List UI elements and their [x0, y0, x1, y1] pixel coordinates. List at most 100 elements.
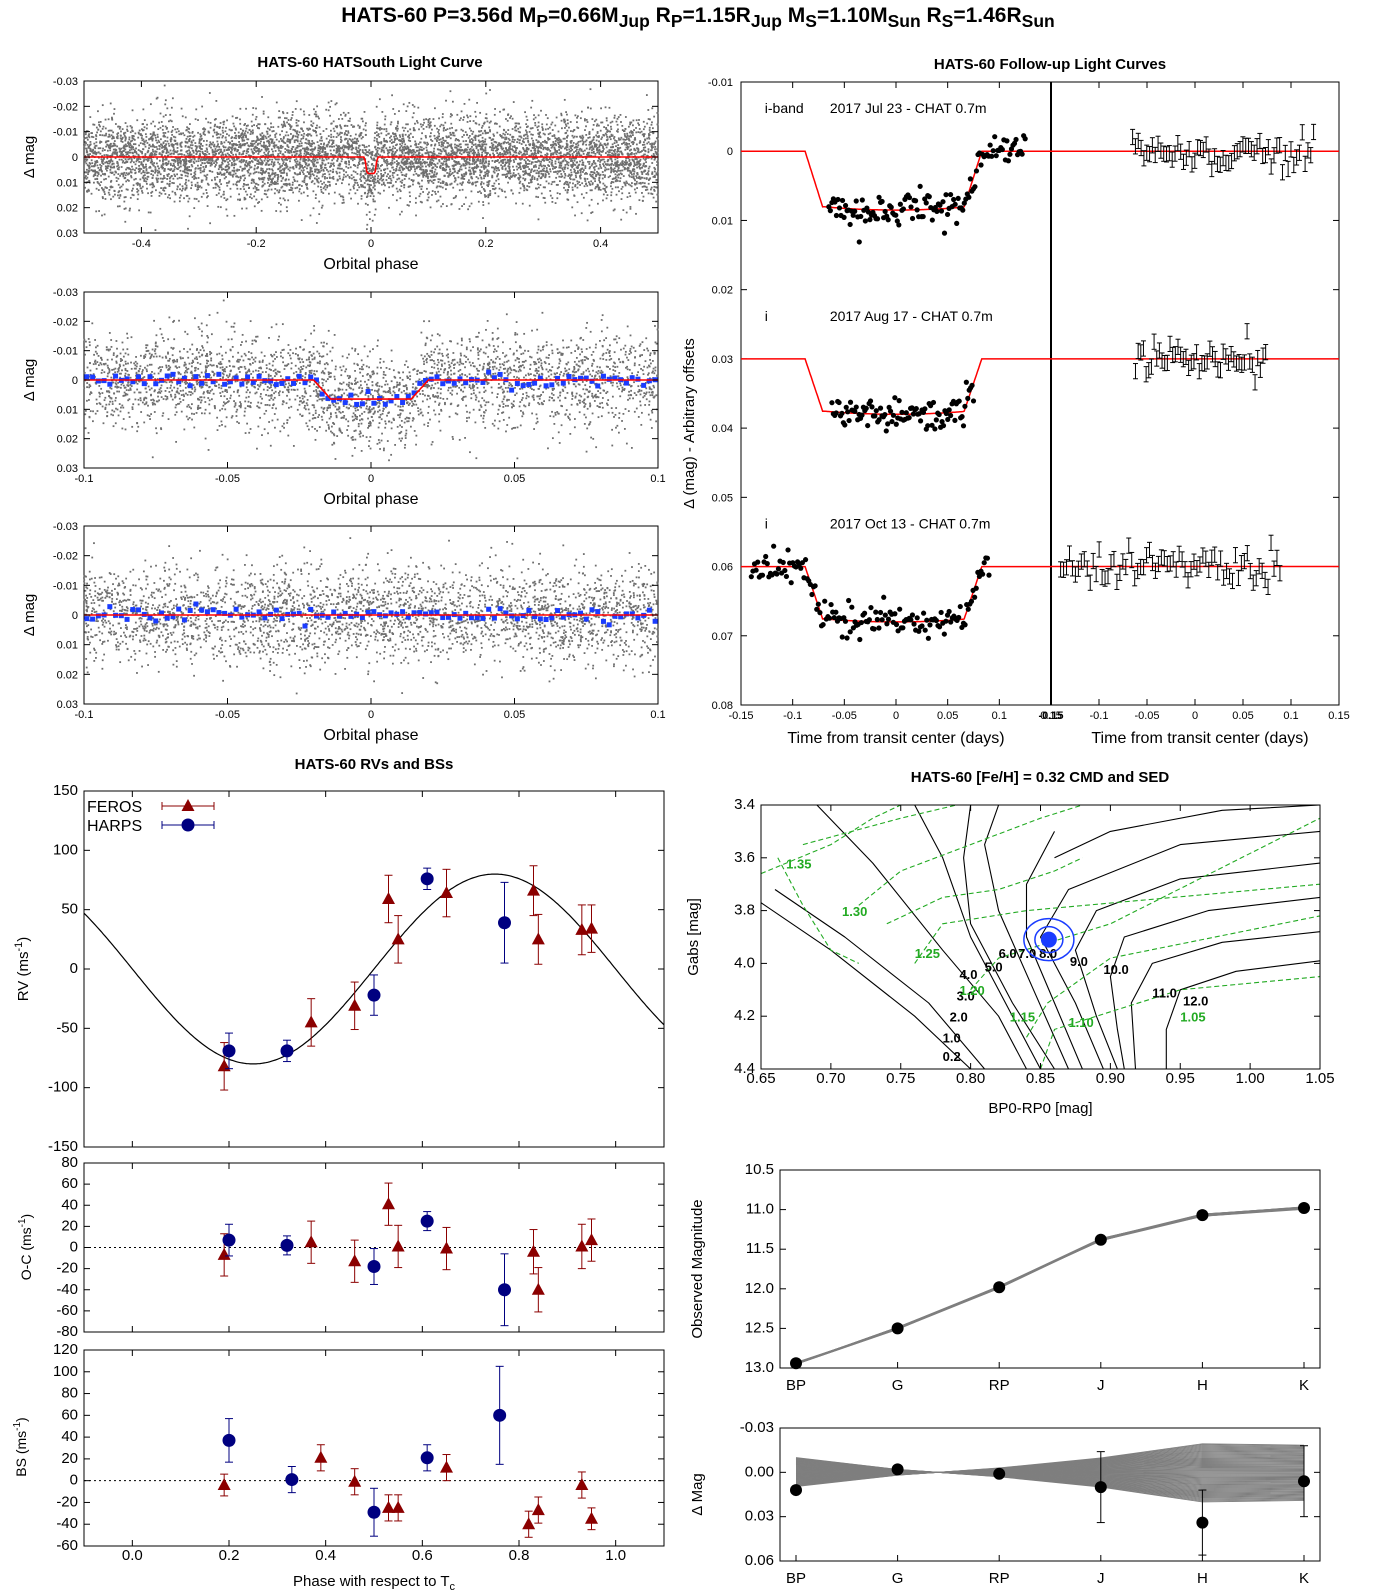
raw-point [373, 180, 376, 183]
raw-point [447, 135, 450, 138]
raw-point [236, 116, 239, 119]
raw-point [320, 137, 323, 140]
raw-point [618, 153, 620, 156]
raw-point [433, 171, 436, 173]
raw-point [287, 134, 290, 137]
raw-point [584, 119, 586, 122]
raw-point [109, 180, 112, 183]
raw-point [515, 202, 517, 205]
raw-point [134, 163, 137, 166]
raw-point [630, 148, 632, 151]
raw-point [143, 167, 145, 169]
raw-point [525, 188, 528, 191]
raw-point [509, 142, 512, 145]
raw-point [391, 161, 393, 164]
raw-point [445, 166, 448, 168]
raw-point [576, 154, 579, 157]
raw-point [585, 183, 587, 185]
raw-point [129, 151, 132, 154]
raw-point [337, 150, 339, 153]
raw-point [124, 158, 127, 161]
raw-point [258, 201, 261, 203]
raw-point [629, 153, 632, 156]
raw-point [135, 182, 138, 185]
raw-point [579, 135, 581, 138]
raw-point [398, 139, 400, 142]
raw-point [599, 163, 601, 166]
raw-point [455, 144, 458, 147]
raw-point [94, 160, 97, 163]
raw-point [559, 161, 562, 164]
raw-point [158, 191, 161, 194]
raw-point [312, 207, 315, 210]
raw-point [395, 155, 398, 158]
raw-point [650, 131, 653, 133]
raw-point [579, 117, 582, 120]
raw-point [370, 156, 372, 159]
raw-point [182, 164, 185, 167]
raw-point [355, 140, 358, 143]
raw-point [261, 163, 263, 166]
raw-point [534, 149, 537, 152]
raw-point [303, 179, 306, 182]
raw-point [506, 170, 509, 173]
raw-point [482, 201, 485, 203]
raw-point [99, 152, 102, 155]
raw-point [621, 164, 624, 166]
raw-point [388, 146, 391, 149]
raw-point [604, 174, 606, 177]
raw-point [524, 137, 527, 140]
raw-point [377, 153, 380, 156]
raw-point [185, 194, 188, 197]
raw-point [354, 133, 357, 136]
raw-point [100, 165, 103, 167]
raw-point [347, 148, 350, 151]
raw-point [638, 164, 641, 167]
raw-point [260, 144, 263, 147]
raw-point [400, 154, 403, 157]
raw-point [174, 166, 176, 168]
raw-point [646, 122, 649, 125]
raw-point [141, 152, 144, 155]
raw-point [214, 164, 217, 166]
raw-point [579, 160, 581, 163]
raw-point [172, 159, 175, 162]
raw-point [479, 162, 482, 165]
raw-point [274, 172, 277, 174]
raw-point [172, 169, 175, 172]
raw-point [557, 137, 560, 139]
raw-point [362, 128, 365, 131]
raw-point [290, 118, 292, 121]
raw-point [267, 154, 270, 156]
raw-point [141, 151, 143, 153]
raw-point [540, 170, 543, 173]
raw-point [137, 131, 140, 134]
raw-point [633, 165, 635, 168]
raw-point [171, 170, 174, 173]
raw-point [606, 142, 609, 145]
raw-point [613, 136, 616, 138]
raw-point [239, 122, 242, 125]
raw-point [463, 203, 466, 205]
raw-point [307, 153, 310, 156]
raw-point [224, 168, 227, 171]
raw-point [303, 152, 306, 155]
raw-point [262, 145, 265, 147]
raw-point [229, 171, 232, 174]
raw-point [576, 135, 578, 138]
raw-point [565, 183, 568, 186]
raw-point [497, 143, 499, 146]
raw-point [166, 107, 169, 110]
raw-point [402, 135, 404, 138]
raw-point [572, 130, 574, 133]
raw-point [185, 138, 188, 140]
raw-point [294, 148, 297, 151]
raw-point [253, 142, 256, 145]
raw-point [377, 133, 380, 135]
raw-point [588, 160, 591, 163]
raw-point [477, 157, 479, 160]
raw-point [252, 140, 255, 142]
raw-point [528, 130, 531, 133]
raw-point [431, 194, 433, 196]
raw-point [221, 129, 224, 132]
